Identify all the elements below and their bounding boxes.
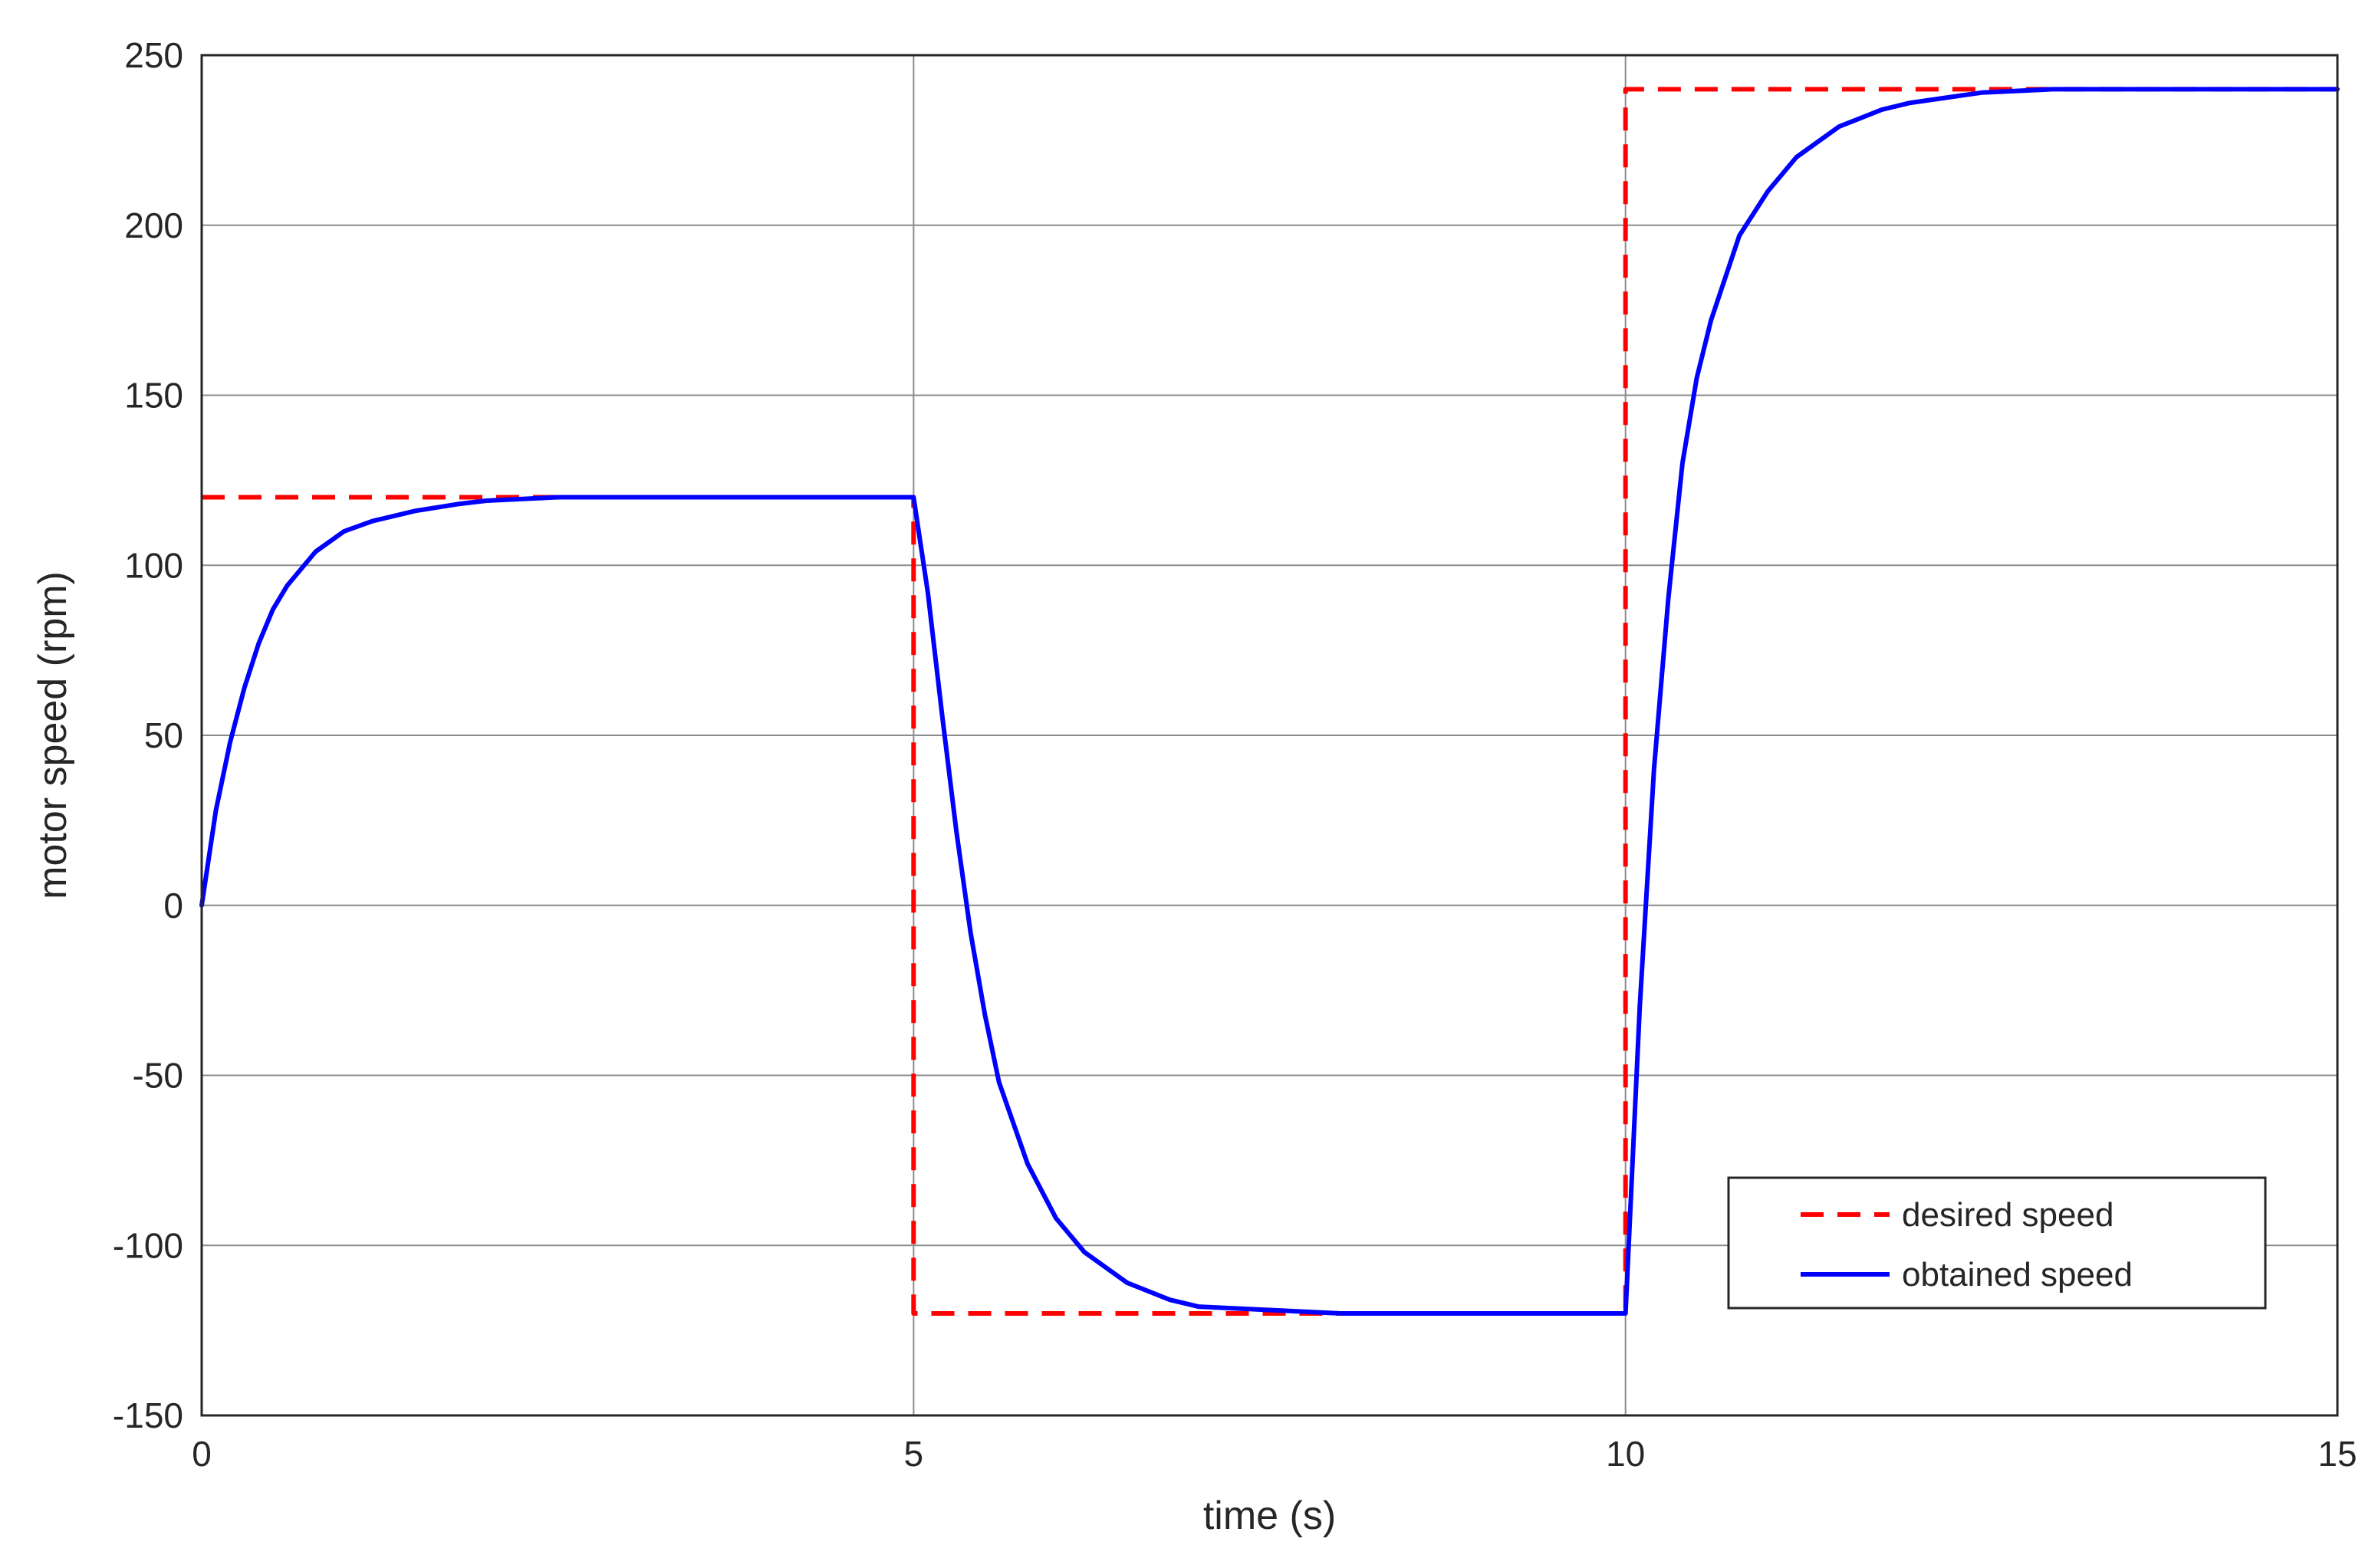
y-tick-label: 100 bbox=[124, 545, 183, 585]
x-tick-label: 5 bbox=[904, 1434, 924, 1474]
tick-labels: 0 5 10 15 250 200 150 100 50 0 -50 -100 -150 bbox=[113, 35, 2357, 1474]
x-tick-label: 10 bbox=[1606, 1434, 1645, 1474]
legend-box bbox=[1727, 1176, 2267, 1310]
legend-label: obtained speed bbox=[1902, 1256, 2133, 1294]
y-tick-label: 250 bbox=[124, 35, 183, 75]
x-tick-label: 0 bbox=[192, 1434, 212, 1474]
series-layer bbox=[199, 87, 2340, 1316]
y-tick-label: 200 bbox=[124, 205, 183, 245]
y-tick-label: 50 bbox=[144, 715, 183, 755]
x-axis-label: time (s) bbox=[1203, 1494, 1336, 1538]
y-axis-label: motor speed (rpm) bbox=[31, 571, 75, 899]
y-tick-label: -100 bbox=[113, 1225, 183, 1265]
plot-frame bbox=[200, 54, 2339, 1417]
legend-label: desired speed bbox=[1902, 1196, 2113, 1234]
y-tick-label: -50 bbox=[133, 1056, 183, 1096]
x-tick-label: 15 bbox=[2317, 1434, 2357, 1474]
legend: desired speed obtained speed bbox=[1727, 1176, 2267, 1310]
y-tick-label: 150 bbox=[124, 376, 183, 416]
y-tick-label: 0 bbox=[163, 886, 183, 925]
y-tick-label: -150 bbox=[113, 1395, 183, 1435]
series-line-obtained-speed bbox=[199, 87, 2340, 1316]
